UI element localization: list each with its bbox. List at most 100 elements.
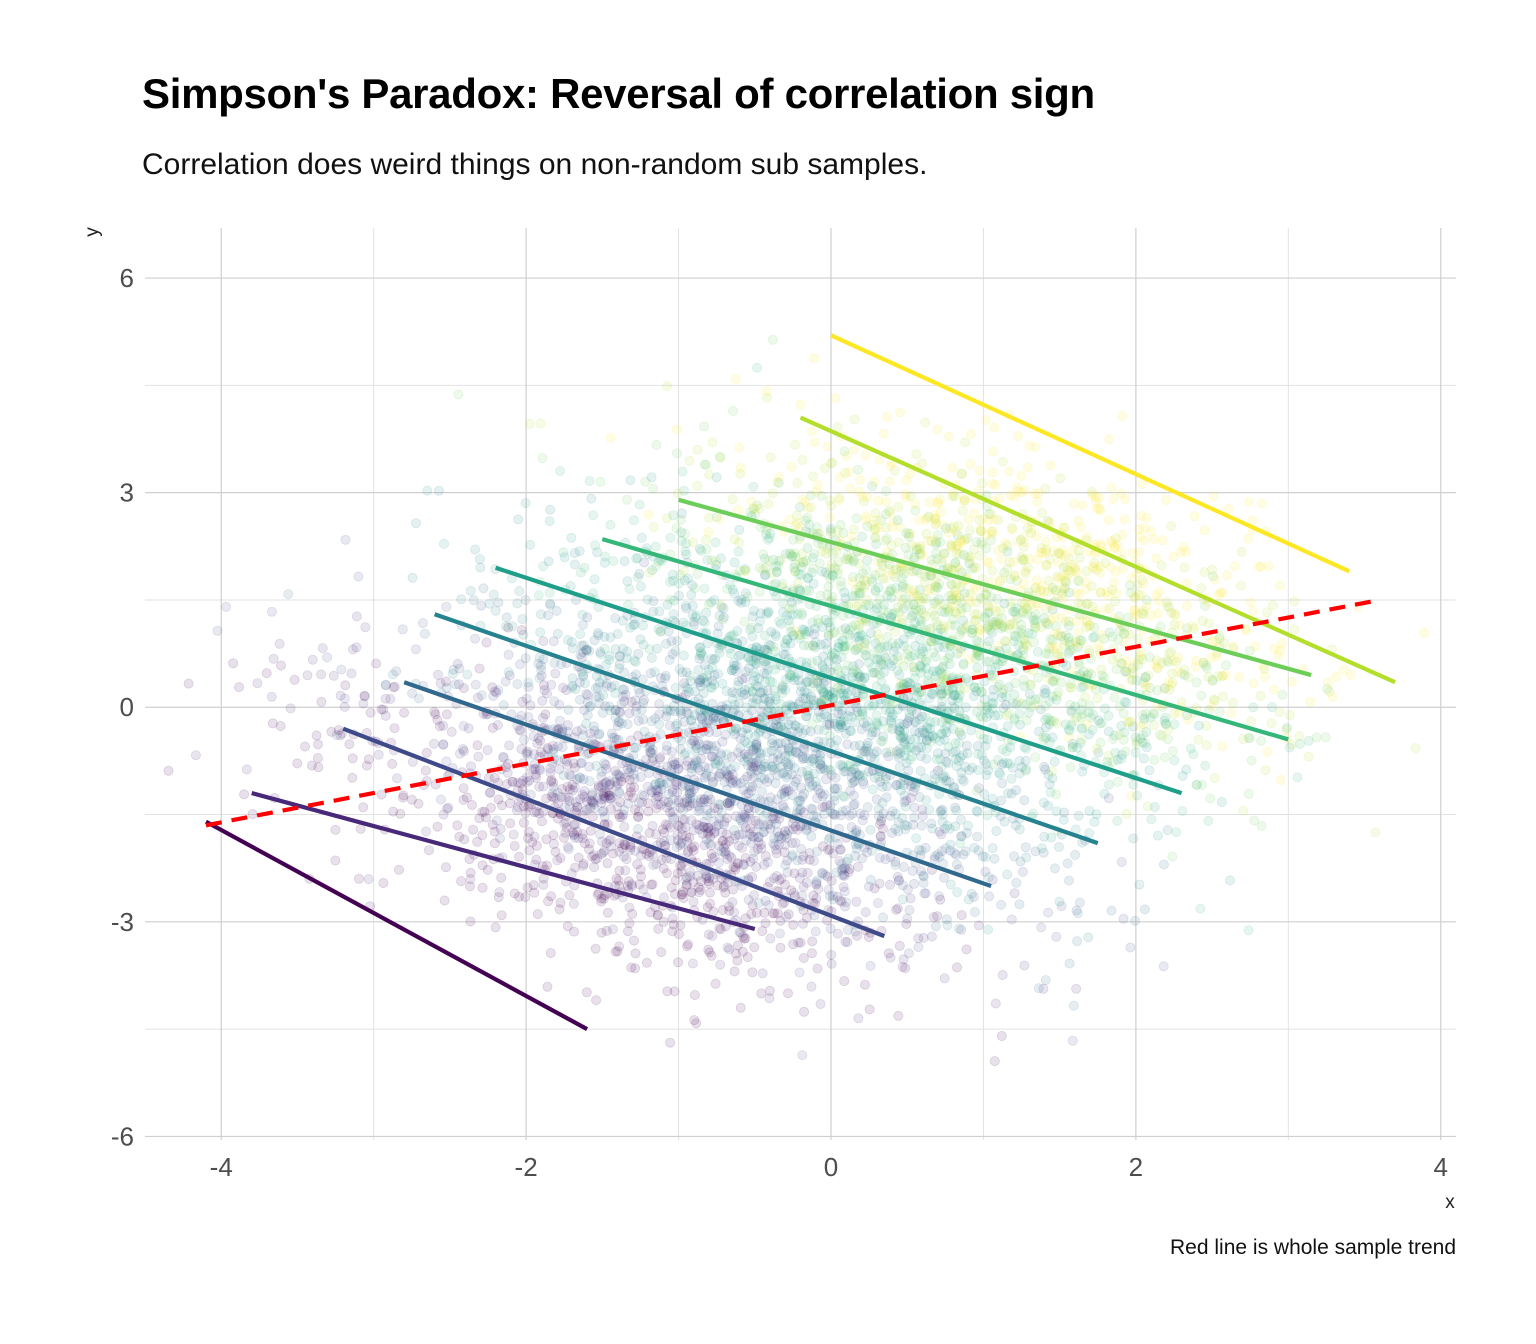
scatter-point xyxy=(665,822,676,833)
scatter-point xyxy=(718,603,729,614)
scatter-point xyxy=(704,512,715,523)
scatter-point xyxy=(1097,670,1108,681)
scatter-point xyxy=(921,753,932,764)
scatter-point xyxy=(928,912,939,923)
scatter-point xyxy=(268,653,279,664)
scatter-point xyxy=(1164,684,1175,695)
scatter-point xyxy=(1104,434,1115,445)
scatter-point xyxy=(498,700,509,711)
scatter-point xyxy=(909,726,920,737)
scatter-point xyxy=(610,705,621,716)
scatter-point xyxy=(559,832,570,843)
scatter-point xyxy=(563,704,574,715)
scatter-point xyxy=(1132,790,1143,801)
scatter-point xyxy=(594,728,605,739)
scatter-point xyxy=(1087,724,1098,735)
scatter-point xyxy=(903,654,914,665)
scatter-point xyxy=(595,476,606,487)
scatter-point xyxy=(1084,828,1095,839)
scatter-point xyxy=(516,625,527,636)
scatter-point xyxy=(563,844,574,855)
scatter-point xyxy=(1201,720,1212,731)
scatter-point xyxy=(801,688,812,699)
scatter-point xyxy=(986,592,997,603)
scatter-point xyxy=(1025,695,1036,706)
scatter-point xyxy=(485,802,496,813)
scatter-point xyxy=(413,693,424,704)
scatter-point xyxy=(695,681,706,692)
scatter-point xyxy=(765,452,776,463)
scatter-point xyxy=(743,729,754,740)
scatter-point xyxy=(803,773,814,784)
scatter-point xyxy=(909,812,920,823)
scatter-point xyxy=(1083,932,1094,943)
scatter-point xyxy=(997,621,1008,632)
scatter-point xyxy=(911,449,922,460)
scatter-point xyxy=(1065,566,1076,577)
scatter-point xyxy=(1047,634,1058,645)
scatter-point xyxy=(1028,808,1039,819)
scatter-point xyxy=(577,789,588,800)
scatter-point xyxy=(576,757,587,768)
scatter-point xyxy=(1012,536,1023,547)
scatter-point xyxy=(1121,697,1132,708)
scatter-point xyxy=(949,690,960,701)
scatter-point xyxy=(575,649,586,660)
scatter-point xyxy=(465,867,476,878)
scatter-point xyxy=(915,751,926,762)
scatter-point xyxy=(544,587,555,598)
scatter-point xyxy=(659,796,670,807)
scatter-point xyxy=(728,630,739,641)
scatter-point xyxy=(666,636,677,647)
scatter-point xyxy=(858,745,869,756)
scatter-point xyxy=(692,480,703,491)
scatter-point xyxy=(622,576,633,587)
scatter-point xyxy=(473,751,484,762)
scatter-point xyxy=(548,830,559,841)
scatter-point xyxy=(709,670,720,681)
scatter-point xyxy=(267,718,278,729)
scatter-point xyxy=(960,846,971,857)
scatter-point xyxy=(680,528,691,539)
scatter-point xyxy=(1141,727,1152,738)
scatter-point xyxy=(971,785,982,796)
scatter-point xyxy=(710,978,721,989)
scatter-point xyxy=(1156,657,1167,668)
scatter-point xyxy=(870,727,881,738)
scatter-point xyxy=(825,617,836,628)
scatter-point xyxy=(914,687,925,698)
scatter-point xyxy=(980,414,991,425)
scatter-point xyxy=(1203,815,1214,826)
scatter-point xyxy=(1091,743,1102,754)
scatter-point xyxy=(879,599,890,610)
scatter-point xyxy=(1281,724,1292,735)
scatter-point xyxy=(706,683,717,694)
scatter-point xyxy=(330,855,341,866)
scatter-point xyxy=(886,592,897,603)
scatter-point xyxy=(489,838,500,849)
scatter-point xyxy=(1047,732,1058,743)
scatter-point xyxy=(1059,635,1070,646)
scatter-point xyxy=(795,629,806,640)
scatter-point xyxy=(1084,645,1095,656)
scatter-point xyxy=(1199,525,1210,536)
scatter-point xyxy=(1039,831,1050,842)
scatter-point xyxy=(737,946,748,957)
scatter-point xyxy=(1049,756,1060,767)
scatter-point xyxy=(1050,863,1061,874)
scatter-point xyxy=(608,556,619,567)
scatter-point xyxy=(312,739,323,750)
scatter-point xyxy=(740,913,751,924)
scatter-point xyxy=(630,656,641,667)
scatter-point xyxy=(845,725,856,736)
scatter-point xyxy=(594,692,605,703)
scatter-point xyxy=(641,957,652,968)
scatter-point xyxy=(921,513,932,524)
scatter-point xyxy=(857,815,868,826)
scatter-point xyxy=(764,993,775,1004)
scatter-point xyxy=(734,829,745,840)
scatter-point xyxy=(673,957,684,968)
scatter-point xyxy=(875,831,886,842)
scatter-point xyxy=(1262,607,1273,618)
scatter-point xyxy=(1063,724,1074,735)
